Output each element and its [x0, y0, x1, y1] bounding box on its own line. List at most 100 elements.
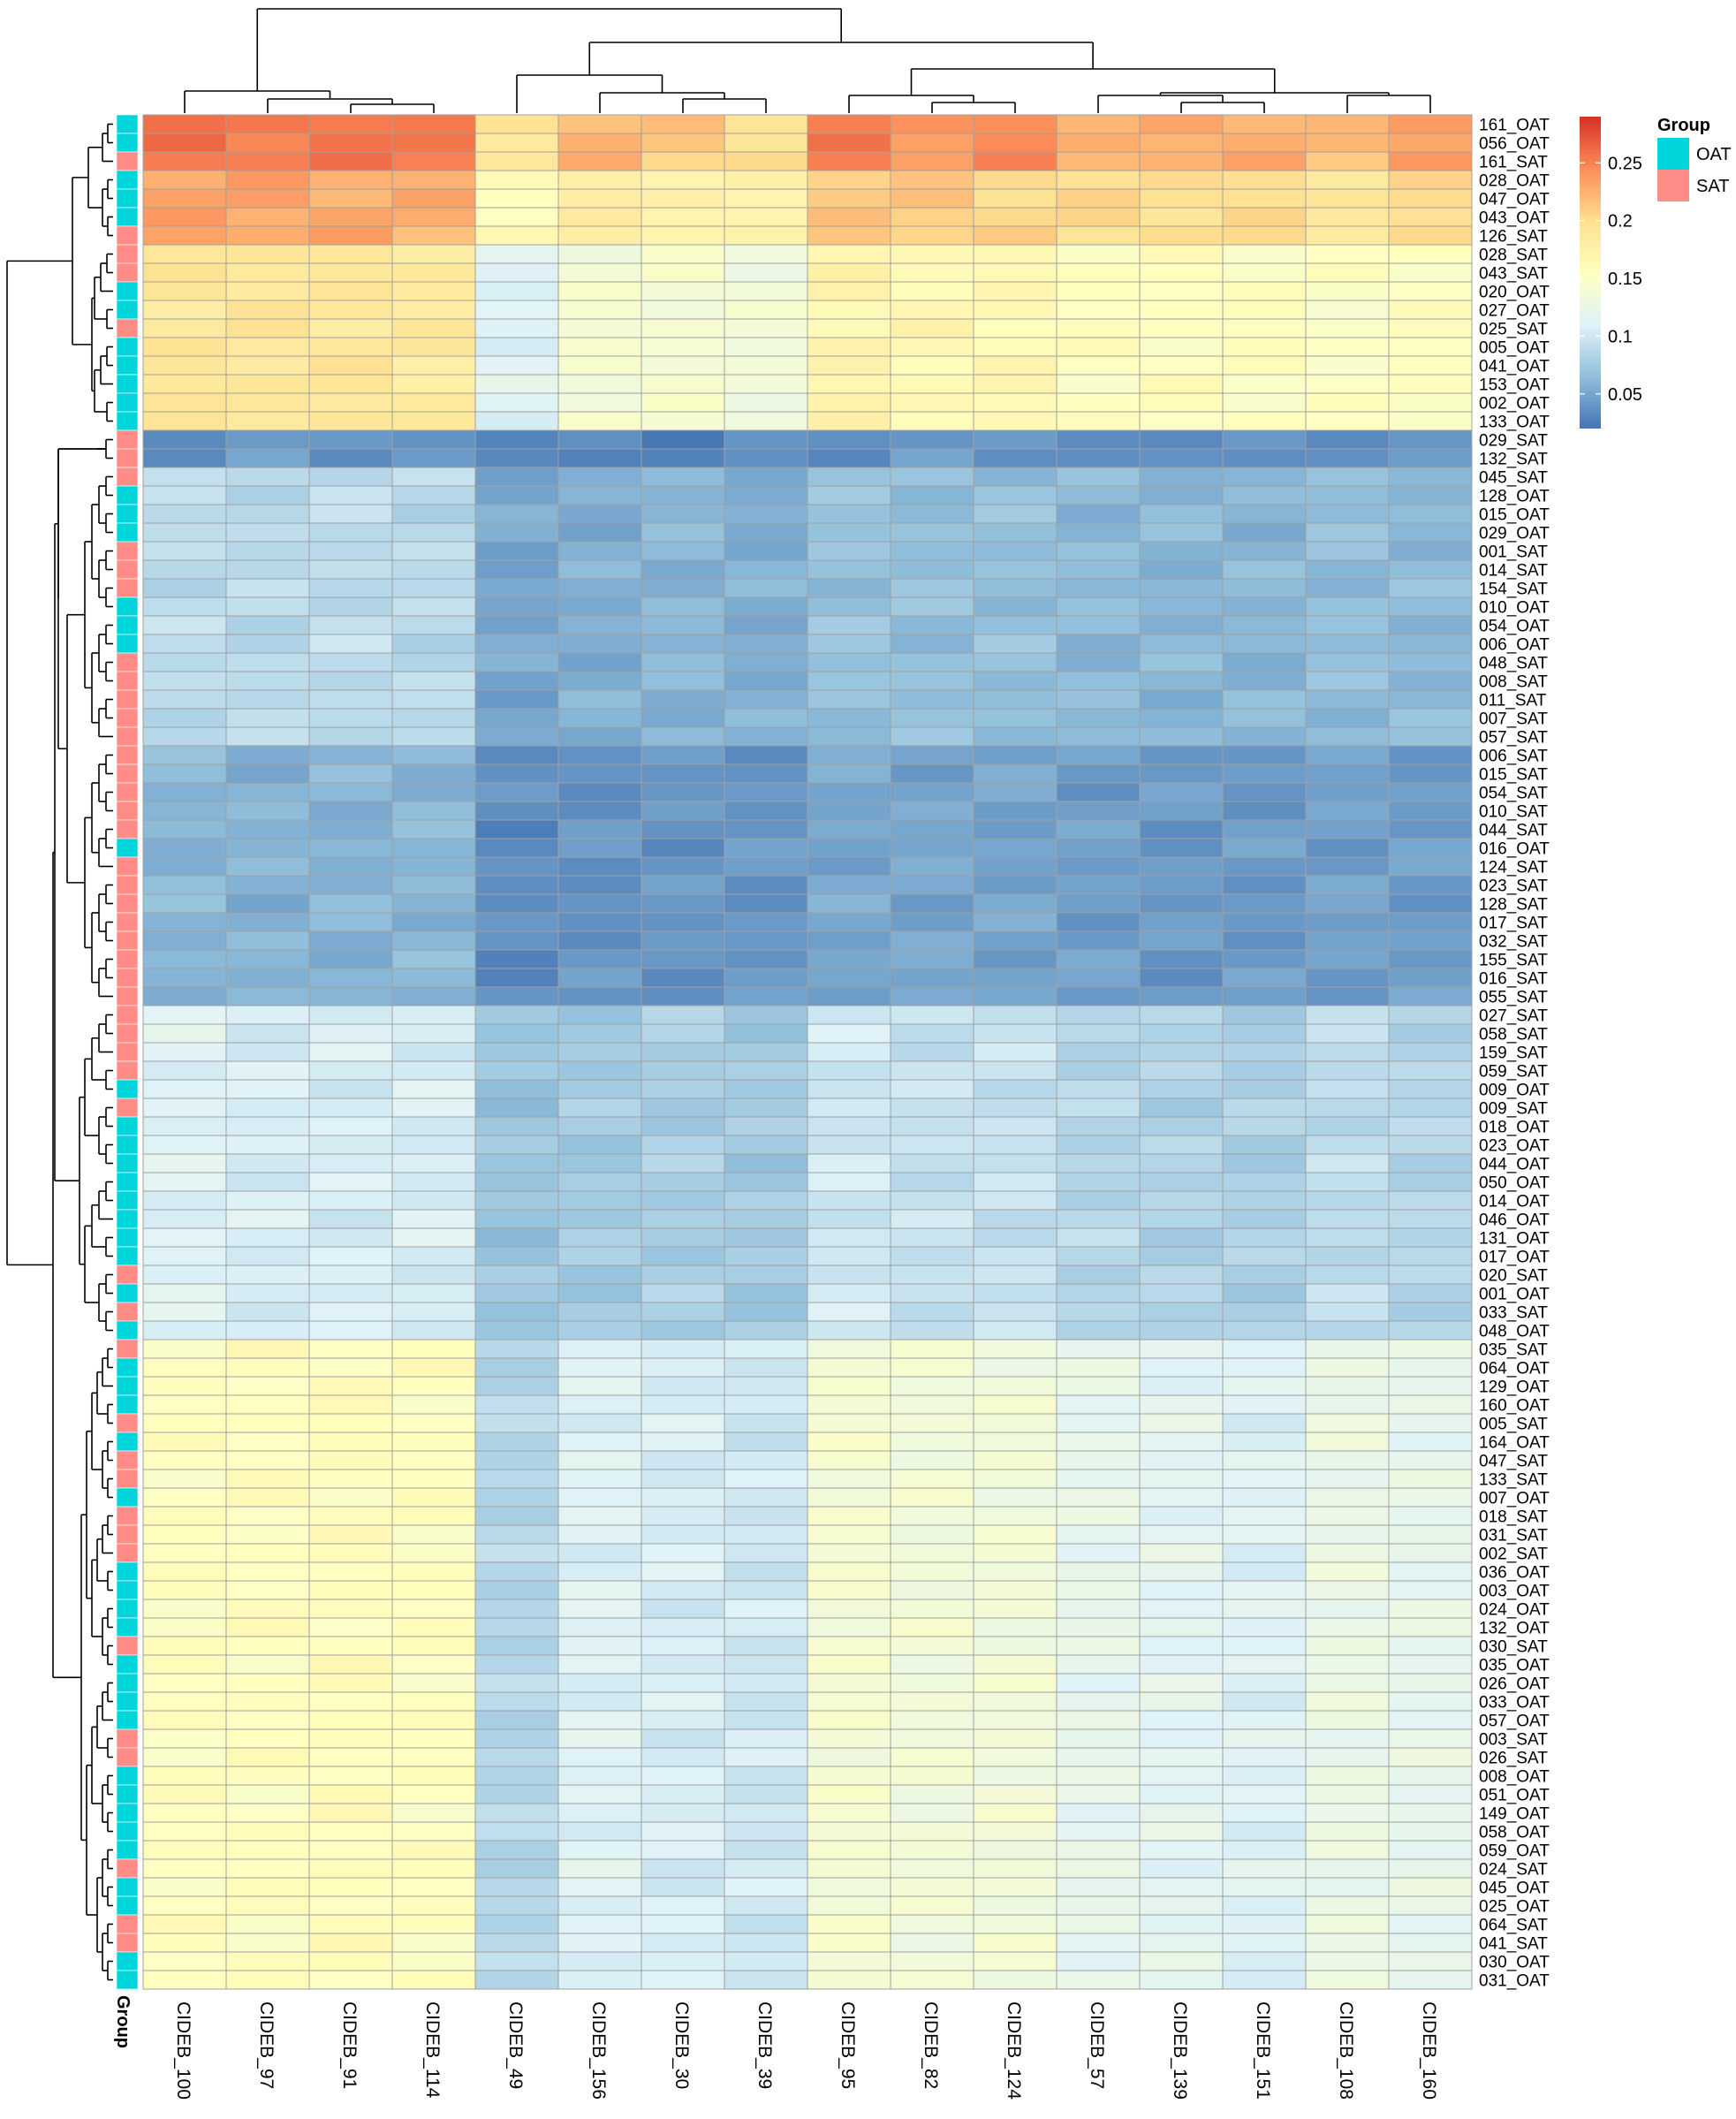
heatmap-cell	[225, 1728, 310, 1749]
heatmap-cell	[641, 188, 725, 209]
heatmap-cell	[391, 875, 476, 895]
heatmap-cell	[142, 1339, 227, 1359]
heatmap-cell	[807, 819, 891, 839]
heatmap-cell	[973, 1265, 1058, 1285]
heatmap-cell	[474, 559, 559, 580]
heatmap-cell	[1388, 1209, 1473, 1229]
heatmap-cell	[474, 1283, 559, 1303]
heatmap-cell	[724, 541, 808, 561]
heatmap-cell	[1056, 1153, 1141, 1173]
heatmap-cell	[142, 411, 227, 431]
group-annotation-cell	[116, 856, 139, 877]
heatmap-cell	[807, 1469, 891, 1489]
heatmap-cell	[807, 1691, 891, 1712]
heatmap-cell	[391, 1747, 476, 1767]
heatmap-cell	[225, 1784, 310, 1804]
group-annotation-cell	[116, 1097, 139, 1118]
heatmap-cell	[890, 782, 974, 802]
heatmap-cell	[1305, 1023, 1390, 1044]
heatmap-cell	[807, 726, 891, 747]
heatmap-cell	[225, 318, 310, 338]
heatmap-cell	[474, 300, 559, 320]
heatmap-cell	[142, 1636, 227, 1656]
heatmap-cell	[1139, 1970, 1224, 1990]
heatmap-cell	[973, 1153, 1058, 1173]
row-label: 064_OAT	[1479, 1360, 1550, 1378]
heatmap-cell	[1139, 374, 1224, 394]
heatmap-cell	[1388, 763, 1473, 784]
heatmap-cell	[807, 1190, 891, 1211]
heatmap-cell	[1139, 429, 1224, 450]
heatmap-cell	[557, 1209, 642, 1229]
heatmap-cell	[1305, 930, 1390, 951]
heatmap-cell	[308, 337, 393, 357]
heatmap-cell	[890, 1747, 974, 1767]
heatmap-cell	[225, 1079, 310, 1099]
heatmap-cell	[474, 949, 559, 969]
heatmap-cell	[474, 652, 559, 672]
heatmap-cell	[557, 726, 642, 747]
heatmap-cell	[308, 1543, 393, 1563]
heatmap-cell	[1388, 1766, 1473, 1786]
heatmap-cell	[308, 930, 393, 951]
heatmap-cell	[142, 1561, 227, 1582]
heatmap-cell	[1056, 355, 1141, 376]
heatmap-cell	[890, 1654, 974, 1675]
group-annotation-cell	[116, 1320, 139, 1341]
heatmap-cell	[641, 133, 725, 153]
heatmap-cell	[1222, 708, 1307, 728]
heatmap-cell	[142, 300, 227, 320]
heatmap-cell	[807, 1209, 891, 1229]
group-annotation-cell	[116, 1172, 139, 1192]
heatmap-cell	[557, 1135, 642, 1155]
heatmap-cell	[1388, 1728, 1473, 1749]
heatmap-cell	[1222, 912, 1307, 932]
heatmap-cell	[1388, 1914, 1473, 1934]
row-label: 154_SAT	[1479, 581, 1548, 599]
group-annotation-cell	[116, 708, 139, 728]
heatmap-cell	[391, 689, 476, 710]
heatmap-cell	[225, 1450, 310, 1470]
heatmap-cell	[890, 1190, 974, 1211]
heatmap-cell	[890, 893, 974, 914]
heatmap-cells	[142, 114, 1473, 1990]
group-annotation-cell	[116, 596, 139, 617]
heatmap-cell	[1305, 801, 1390, 821]
heatmap-cell	[641, 1450, 725, 1470]
heatmap-cell	[1388, 1005, 1473, 1025]
heatmap-cell	[391, 300, 476, 320]
heatmap-cell	[142, 504, 227, 524]
heatmap-cell	[391, 1728, 476, 1749]
heatmap-cell	[557, 374, 642, 394]
heatmap-cell	[807, 1951, 891, 1971]
heatmap-cell	[641, 1005, 725, 1025]
heatmap-cell	[557, 207, 642, 227]
heatmap-cell	[973, 1116, 1058, 1136]
heatmap-cell	[1305, 1895, 1390, 1916]
heatmap-cell	[973, 1246, 1058, 1266]
row-label: 044_OAT	[1479, 1156, 1550, 1174]
heatmap-cell	[1222, 1710, 1307, 1730]
heatmap-cell	[1388, 634, 1473, 654]
row-label: 059_OAT	[1479, 1842, 1550, 1861]
heatmap-cell	[225, 1599, 310, 1619]
heatmap-cell	[1139, 1172, 1224, 1192]
heatmap-cell	[807, 1784, 891, 1804]
heatmap-cell	[142, 541, 227, 561]
heatmap-cell	[724, 819, 808, 839]
heatmap-cell	[641, 1970, 725, 1990]
heatmap-cell	[973, 1450, 1058, 1470]
heatmap-cell	[641, 1413, 725, 1433]
heatmap-cell	[1388, 689, 1473, 710]
heatmap-cell	[641, 893, 725, 914]
heatmap-cell	[1222, 1487, 1307, 1508]
heatmap-cell	[1388, 467, 1473, 487]
heatmap-cell	[973, 1487, 1058, 1508]
colorbar-tick-label: 0.1	[1608, 327, 1633, 346]
heatmap-cell	[1056, 448, 1141, 468]
heatmap-cell	[557, 522, 642, 543]
heatmap-cell	[890, 1209, 974, 1229]
heatmap-cell	[973, 1599, 1058, 1619]
heatmap-cell	[1139, 281, 1224, 301]
heatmap-cell	[807, 114, 891, 134]
